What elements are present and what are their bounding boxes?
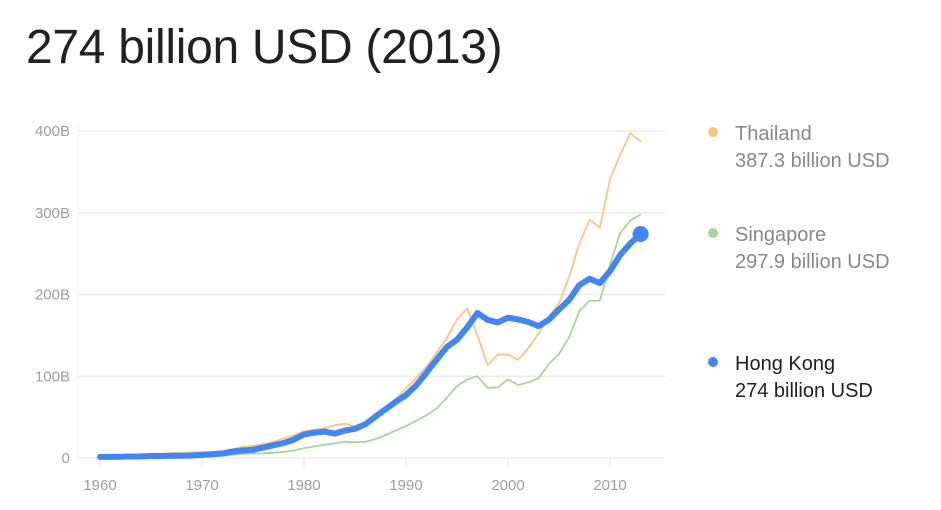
- y-tick-label: 300B: [35, 205, 70, 222]
- x-tick-label: 1960: [83, 477, 116, 494]
- endpoint-marker[interactable]: [632, 226, 649, 243]
- y-tick-label: 200B: [35, 287, 70, 304]
- y-tick-label: 100B: [35, 368, 70, 385]
- x-tick-label: 1970: [185, 477, 218, 494]
- series-dot-icon: [708, 228, 718, 238]
- series-lines: [97, 132, 649, 460]
- legend-series-value: 274 billion USD: [735, 380, 873, 402]
- y-axis-ticks: 0 100B 200B 300B 400B: [35, 123, 70, 467]
- legend-series-value: 297.9 billion USD: [735, 251, 890, 273]
- legend-series-name: Singapore: [735, 224, 827, 246]
- x-tick-label: 1980: [287, 477, 320, 494]
- legend-series-name: Hong Kong: [735, 353, 836, 375]
- x-tick-label: 2010: [593, 477, 626, 494]
- gridlines: [77, 125, 665, 467]
- series-dot-icon: [708, 357, 718, 367]
- legend-series-name: Thailand: [735, 123, 812, 145]
- legend-series-value: 387.3 billion USD: [735, 150, 890, 172]
- y-tick-label: 400B: [35, 123, 70, 140]
- series-line-hong-kong[interactable]: [97, 231, 644, 460]
- x-tick-label: 2000: [491, 477, 524, 494]
- series-dot-icon: [708, 127, 718, 137]
- x-axis-ticks: 1960 1970 1980 1990 2000 2010: [83, 477, 626, 494]
- page-title: 274 billion USD (2013): [26, 21, 503, 74]
- y-tick-label: 0: [62, 450, 70, 467]
- x-tick-label: 1990: [389, 477, 422, 494]
